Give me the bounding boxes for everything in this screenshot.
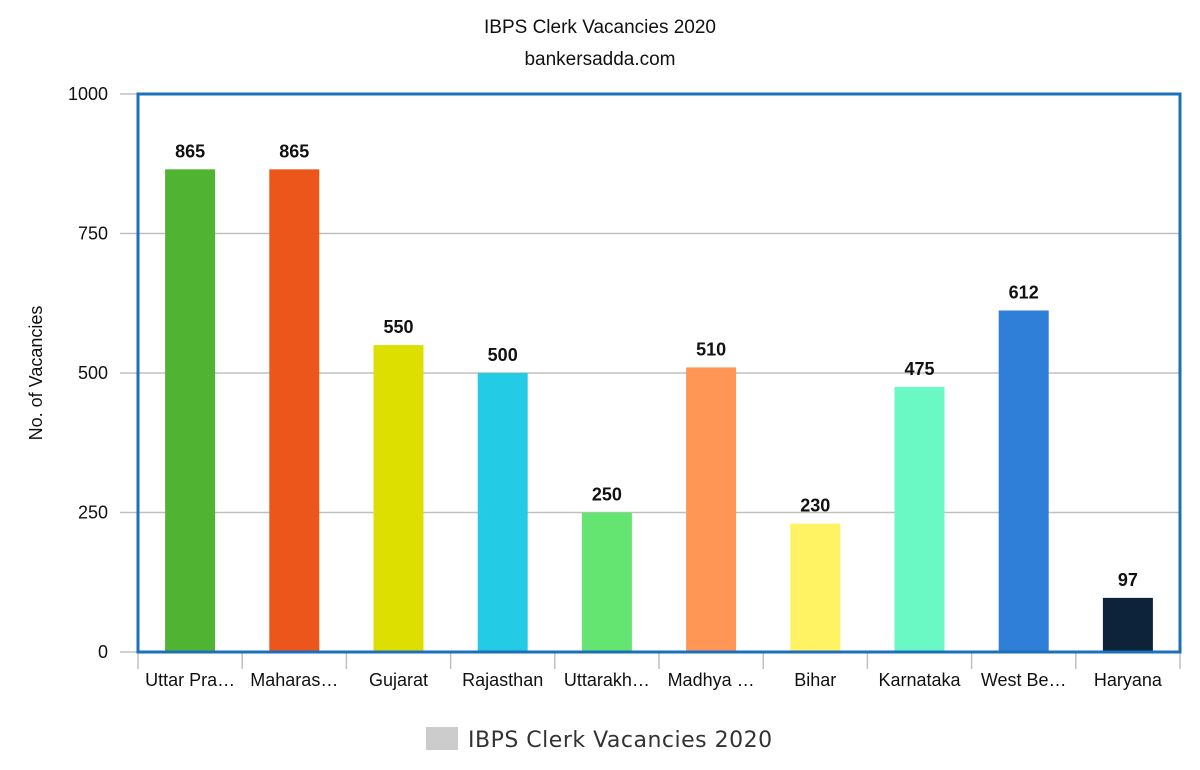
x-tick-label: Haryana <box>1094 670 1163 690</box>
data-label: 550 <box>383 317 413 337</box>
bar <box>269 169 320 652</box>
data-label: 510 <box>696 339 726 359</box>
x-tick-label: Maharas… <box>250 670 338 690</box>
legend-label[interactable]: IBPS Clerk Vacancies 2020 <box>468 728 773 753</box>
data-label: 612 <box>1009 283 1039 303</box>
data-label: 865 <box>279 141 309 161</box>
x-tick-label: Uttarakh… <box>564 670 650 690</box>
x-tick-label: Madhya … <box>668 670 755 690</box>
data-label: 865 <box>175 141 205 161</box>
chart-subtitle: bankersadda.com <box>524 49 675 70</box>
data-label: 250 <box>592 485 622 505</box>
data-label: 230 <box>800 496 830 516</box>
bar <box>165 169 216 652</box>
bar <box>790 523 841 652</box>
bar <box>894 386 945 652</box>
x-tick-label: Gujarat <box>369 670 428 690</box>
chart-title: IBPS Clerk Vacancies 2020 <box>484 17 716 38</box>
y-tick-label: 0 <box>98 642 108 662</box>
bars <box>165 169 1153 652</box>
bar <box>477 373 528 652</box>
y-tick-label: 750 <box>78 224 108 244</box>
x-tick-label: Rajasthan <box>462 670 543 690</box>
bar <box>998 310 1049 652</box>
bar <box>686 367 737 652</box>
bar <box>581 512 632 652</box>
legend-swatch[interactable] <box>426 727 458 750</box>
x-tick-label: West Be… <box>981 670 1067 690</box>
bar <box>373 345 424 652</box>
y-tick-label: 1000 <box>68 84 108 104</box>
plot-border <box>136 92 1182 654</box>
data-label: 97 <box>1118 570 1138 590</box>
data-labels: 865 865 550 500 250 510 230 475 612 97 <box>175 141 1138 590</box>
x-tick-label: Karnataka <box>878 670 961 690</box>
data-label: 500 <box>488 345 518 365</box>
y-tick-label: 250 <box>78 503 108 523</box>
data-label: 475 <box>904 359 934 379</box>
bar <box>1102 597 1153 652</box>
x-axis: Uttar Pra… Maharas… Gujarat Rajasthan Uttara… <box>137 652 1181 690</box>
x-tick-label: Bihar <box>794 670 836 690</box>
y-axis: 0 250 500 750 1000 <box>68 84 138 662</box>
y-tick-label: 500 <box>78 363 108 383</box>
y-axis-label: No. of Vacancies <box>26 306 46 441</box>
x-tick-label: Uttar Pra… <box>145 670 235 690</box>
legend[interactable]: IBPS Clerk Vacancies 2020 <box>426 727 773 753</box>
